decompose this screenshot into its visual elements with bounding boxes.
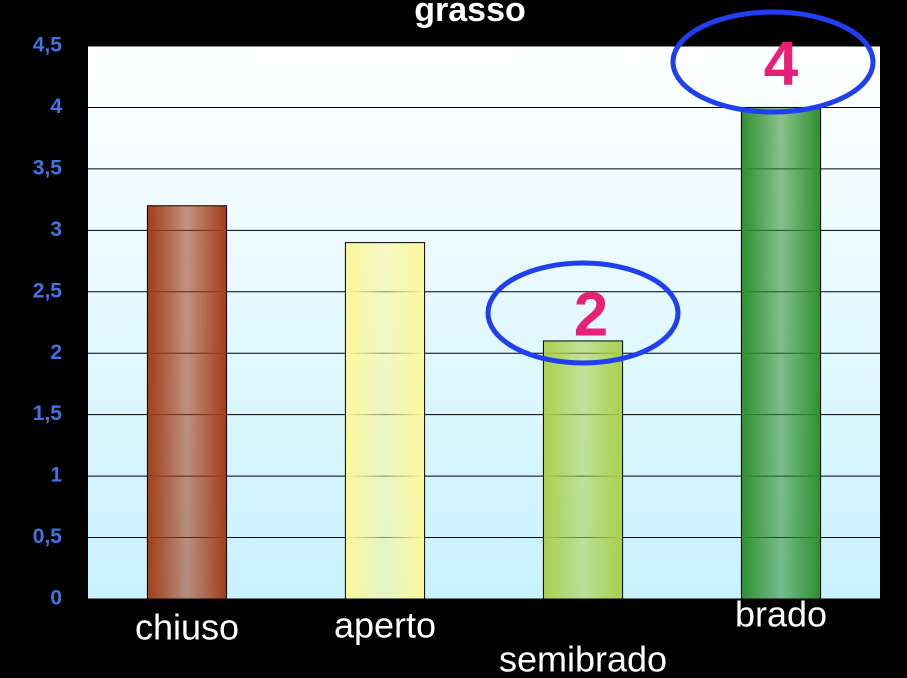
annotation-circle: [670, 9, 876, 115]
y-tick-label: 1,5: [33, 402, 63, 425]
y-tick-label: 2: [50, 341, 62, 364]
y-tick-label: 3: [50, 218, 62, 241]
y-tick-label: 2,5: [33, 279, 63, 302]
y-tick-label: 0,5: [33, 525, 63, 548]
x-tick-label: aperto: [334, 605, 436, 646]
annotation: 2: [574, 280, 608, 349]
annotation: 4: [764, 29, 799, 98]
y-tick-label: 0: [50, 587, 62, 610]
x-tick-label: chiuso: [135, 607, 239, 648]
y-tick-label: 4: [50, 95, 62, 118]
y-tick-label: 4,5: [33, 34, 63, 57]
y-tick-label: 1: [50, 464, 62, 487]
annotation-circle: [485, 260, 681, 366]
bar: [740, 106, 822, 600]
bar: [146, 205, 228, 600]
bar: [542, 340, 624, 600]
y-tick-label: 3,5: [33, 156, 63, 179]
bar: [344, 242, 426, 600]
chart-title: grasso: [414, 0, 526, 29]
x-tick-label: brado: [735, 594, 827, 635]
x-tick-label: semibrado: [499, 639, 667, 678]
